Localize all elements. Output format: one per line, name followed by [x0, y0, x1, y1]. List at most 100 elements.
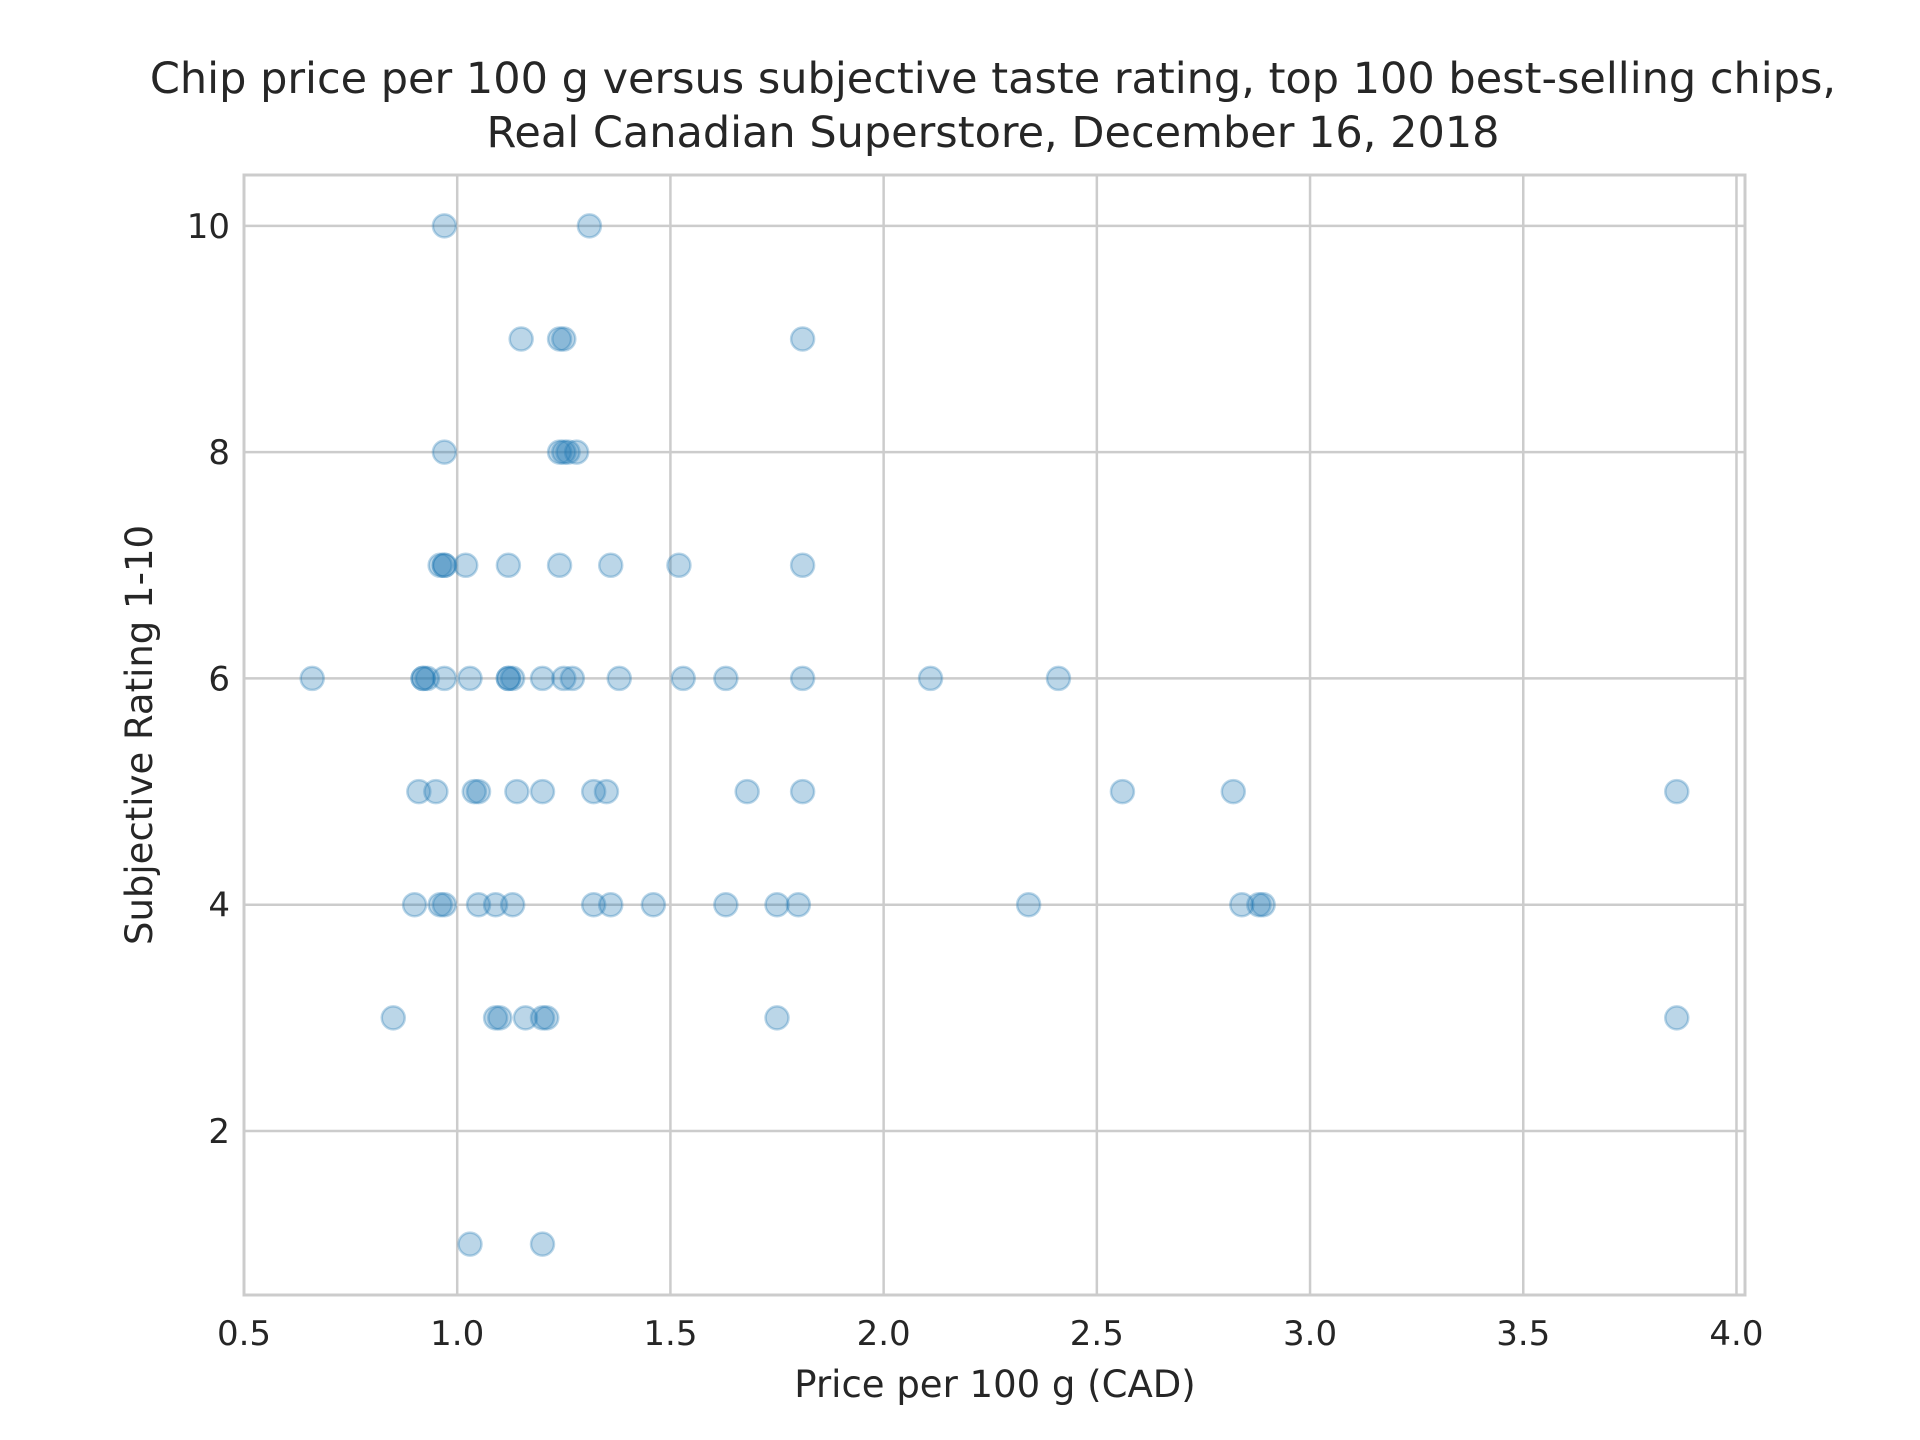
data-point — [917, 665, 944, 692]
data-point — [410, 665, 436, 692]
x-axis-ticks: 0.5 1.0 1.5 2.0 2.5 3.0 3.5 4.0 — [217, 1314, 1764, 1354]
data-point — [546, 439, 573, 465]
data-point — [1045, 665, 1072, 692]
data-point — [499, 891, 526, 918]
data-point — [482, 891, 509, 918]
data-point — [563, 439, 590, 465]
data-point — [551, 439, 577, 465]
data-point — [734, 778, 760, 805]
data-point — [580, 778, 607, 805]
data-point — [512, 1005, 539, 1031]
y-axis-ticks: 2 4 6 8 10 — [187, 207, 230, 1152]
data-point — [764, 891, 790, 918]
x-tick-label: 1.0 — [430, 1314, 484, 1354]
data-point — [1664, 778, 1690, 805]
grid-lines — [242, 175, 1745, 1295]
y-tick-label: 10 — [187, 207, 230, 247]
data-point — [713, 665, 739, 692]
x-tick-label: 4.0 — [1709, 1314, 1763, 1354]
data-point — [380, 1005, 406, 1031]
data-point — [427, 552, 453, 579]
y-tick-label: 4 — [208, 886, 230, 926]
x-tick-label: 2.0 — [857, 1314, 911, 1354]
data-point — [461, 778, 488, 805]
data-point — [580, 891, 607, 918]
data-point — [551, 326, 577, 352]
data-point — [789, 778, 816, 805]
data-point — [1220, 778, 1247, 805]
data-point — [431, 552, 458, 579]
data-point — [1015, 891, 1042, 918]
data-point — [495, 552, 522, 579]
data-point — [1109, 778, 1136, 805]
data-point — [593, 778, 620, 805]
data-points — [299, 213, 1690, 1257]
x-tick-label: 3.5 — [1496, 1314, 1550, 1354]
data-point — [423, 778, 449, 805]
y-tick-label: 2 — [208, 1112, 230, 1152]
x-tick-label: 1.5 — [643, 1314, 697, 1354]
data-point — [666, 552, 692, 579]
data-point — [789, 665, 816, 692]
data-point — [414, 665, 441, 692]
data-point — [431, 439, 458, 465]
data-point — [1250, 891, 1276, 918]
data-point — [457, 1231, 483, 1257]
data-point — [529, 665, 556, 692]
plot-area-frame — [242, 173, 1747, 1297]
data-point — [427, 891, 453, 918]
data-point — [546, 552, 573, 579]
data-point — [1229, 891, 1255, 918]
data-point — [431, 665, 458, 692]
data-point — [504, 778, 530, 805]
data-point — [1246, 891, 1272, 918]
data-point — [465, 891, 492, 918]
data-point — [529, 1231, 556, 1257]
data-point — [465, 778, 492, 805]
x-tick-label: 2.5 — [1070, 1314, 1124, 1354]
data-point — [529, 778, 556, 805]
data-point — [410, 665, 436, 692]
data-point — [606, 665, 632, 692]
data-point — [499, 665, 526, 692]
y-axis-label: Subjective Rating 1-10 — [118, 525, 161, 945]
data-point — [789, 552, 816, 579]
data-point — [495, 665, 522, 692]
data-point — [495, 665, 522, 692]
chart-title-line-1: Chip price per 100 g versus subjective t… — [150, 54, 1836, 104]
data-point — [597, 891, 624, 918]
data-point — [1664, 1005, 1690, 1031]
data-point — [576, 213, 603, 239]
data-point — [546, 326, 573, 352]
data-point — [482, 1005, 509, 1031]
data-point — [452, 552, 479, 579]
data-point — [713, 891, 739, 918]
data-point — [299, 665, 325, 692]
data-point — [551, 665, 577, 692]
y-tick-label: 8 — [208, 433, 230, 473]
data-point — [555, 439, 581, 465]
data-point — [785, 891, 812, 918]
data-point — [534, 1005, 560, 1031]
data-point — [764, 1005, 790, 1031]
data-point — [457, 665, 483, 692]
data-point — [559, 665, 586, 692]
data-point — [406, 778, 432, 805]
y-tick-label: 6 — [208, 659, 230, 699]
x-axis-label: Price per 100 g (CAD) — [794, 1363, 1195, 1406]
data-point — [431, 552, 458, 579]
data-point — [487, 1005, 513, 1031]
data-point — [640, 891, 667, 918]
data-point — [597, 552, 624, 579]
data-point — [401, 891, 428, 918]
chart-title-line-2: Real Canadian Superstore, December 16, 2… — [486, 108, 1499, 158]
data-point — [670, 665, 696, 692]
data-point — [431, 213, 458, 239]
data-point — [508, 326, 534, 352]
x-tick-label: 0.5 — [217, 1314, 271, 1354]
x-tick-label: 3.0 — [1283, 1314, 1337, 1354]
data-point — [431, 891, 458, 918]
data-point — [789, 326, 816, 352]
